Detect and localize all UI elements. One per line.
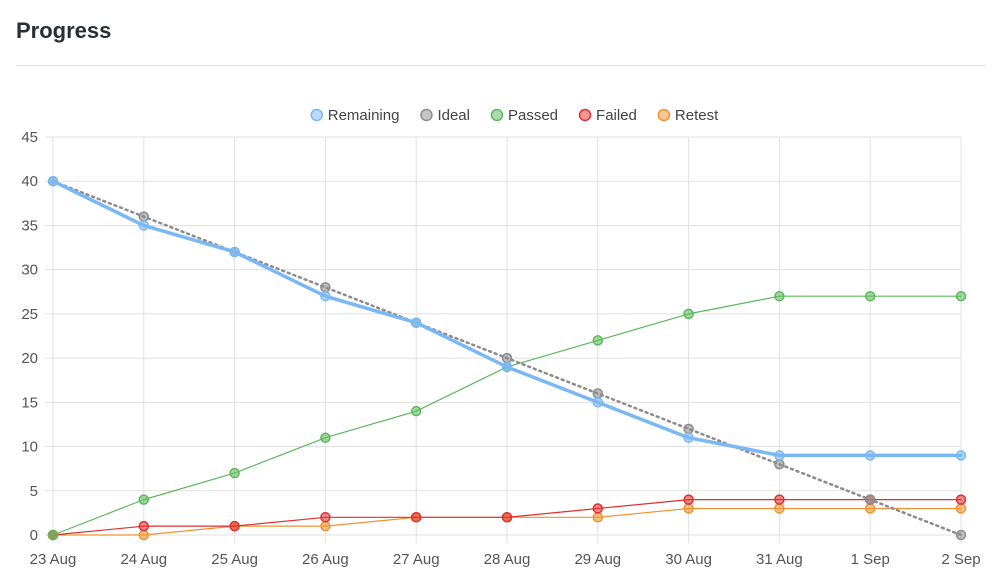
data-point	[774, 290, 785, 302]
data-point	[320, 432, 331, 443]
series-remaining	[47, 175, 967, 461]
y-tick-label: 45	[21, 129, 38, 146]
x-tick-label: 25 Aug	[211, 551, 258, 568]
title-divider	[16, 65, 986, 66]
legend-marker	[310, 108, 323, 122]
legend-marker	[657, 108, 671, 122]
legend-label: Passed	[508, 107, 558, 124]
grid-lines	[45, 136, 962, 543]
data-point	[229, 467, 240, 479]
chart-legend: Remaining Ideal Passed Failed Retest	[310, 107, 719, 124]
data-point	[47, 175, 59, 187]
x-tick-label: 28 Aug	[484, 551, 531, 568]
data-point	[47, 529, 59, 541]
x-tick-label: 30 Aug	[665, 551, 712, 568]
data-point	[955, 290, 967, 302]
x-tick-label: 26 Aug	[302, 551, 349, 568]
data-point	[592, 388, 604, 399]
data-point	[683, 423, 694, 435]
x-tick-label: 29 Aug	[574, 551, 621, 568]
data-point	[320, 520, 331, 532]
data-point	[410, 317, 422, 328]
x-tick-label: 31 Aug	[756, 551, 803, 568]
x-tick-label: 23 Aug	[30, 551, 77, 568]
data-point	[774, 503, 785, 514]
data-point	[320, 282, 331, 293]
data-point	[864, 494, 876, 505]
data-point	[592, 512, 604, 523]
data-point	[138, 211, 150, 222]
data-point	[774, 494, 785, 505]
data-point	[592, 397, 604, 408]
data-point	[683, 432, 694, 443]
y-tick-label: 15	[21, 394, 38, 411]
data-point	[774, 450, 785, 461]
data-point	[320, 290, 331, 302]
legend-marker	[578, 108, 592, 122]
data-point	[229, 520, 240, 532]
y-tick-label: 40	[21, 173, 38, 190]
x-tick-label: 24 Aug	[120, 551, 167, 568]
y-tick-label: 10	[21, 439, 38, 456]
y-tick-label: 20	[21, 350, 38, 367]
data-point	[864, 503, 876, 514]
data-point	[501, 361, 513, 373]
data-point	[138, 494, 150, 505]
y-tick-label: 5	[30, 483, 38, 500]
data-point	[683, 494, 694, 505]
chart-series	[47, 175, 967, 541]
x-tick-label: 2 Sep	[941, 551, 980, 568]
legend-label: Ideal	[437, 107, 470, 124]
data-point	[138, 529, 150, 541]
data-point	[592, 503, 604, 514]
data-point	[864, 450, 876, 461]
data-point	[955, 529, 967, 541]
legend-label: Retest	[675, 107, 719, 124]
data-point	[683, 503, 694, 514]
data-point	[229, 246, 240, 258]
data-point	[138, 220, 150, 231]
y-tick-label: 35	[21, 217, 38, 234]
y-tick-label: 25	[21, 306, 38, 323]
data-point	[774, 458, 785, 470]
legend-marker	[420, 108, 433, 122]
y-tick-label: 30	[21, 262, 38, 279]
data-point	[955, 503, 967, 514]
x-tick-label: 1 Sep	[851, 551, 890, 568]
data-point	[501, 512, 513, 523]
data-point	[138, 520, 150, 532]
x-tick-label: 27 Aug	[393, 551, 440, 568]
legend-label: Remaining	[328, 107, 400, 124]
data-point	[410, 405, 422, 417]
legend-label: Failed	[596, 107, 637, 124]
data-point	[592, 335, 604, 346]
axis-labels: 0 5 10 15 20 25 30 35 40 45 23 Aug 24 Aug 25 Aug 26 A…	[21, 129, 980, 568]
legend-marker	[490, 108, 504, 122]
y-tick-label: 0	[30, 527, 38, 544]
data-point	[864, 290, 876, 302]
data-point	[320, 512, 331, 523]
page-title: Progress	[16, 18, 112, 43]
data-point	[410, 512, 422, 523]
data-point	[501, 352, 513, 364]
data-point	[955, 450, 967, 461]
data-point	[683, 308, 694, 320]
data-point	[955, 494, 967, 505]
